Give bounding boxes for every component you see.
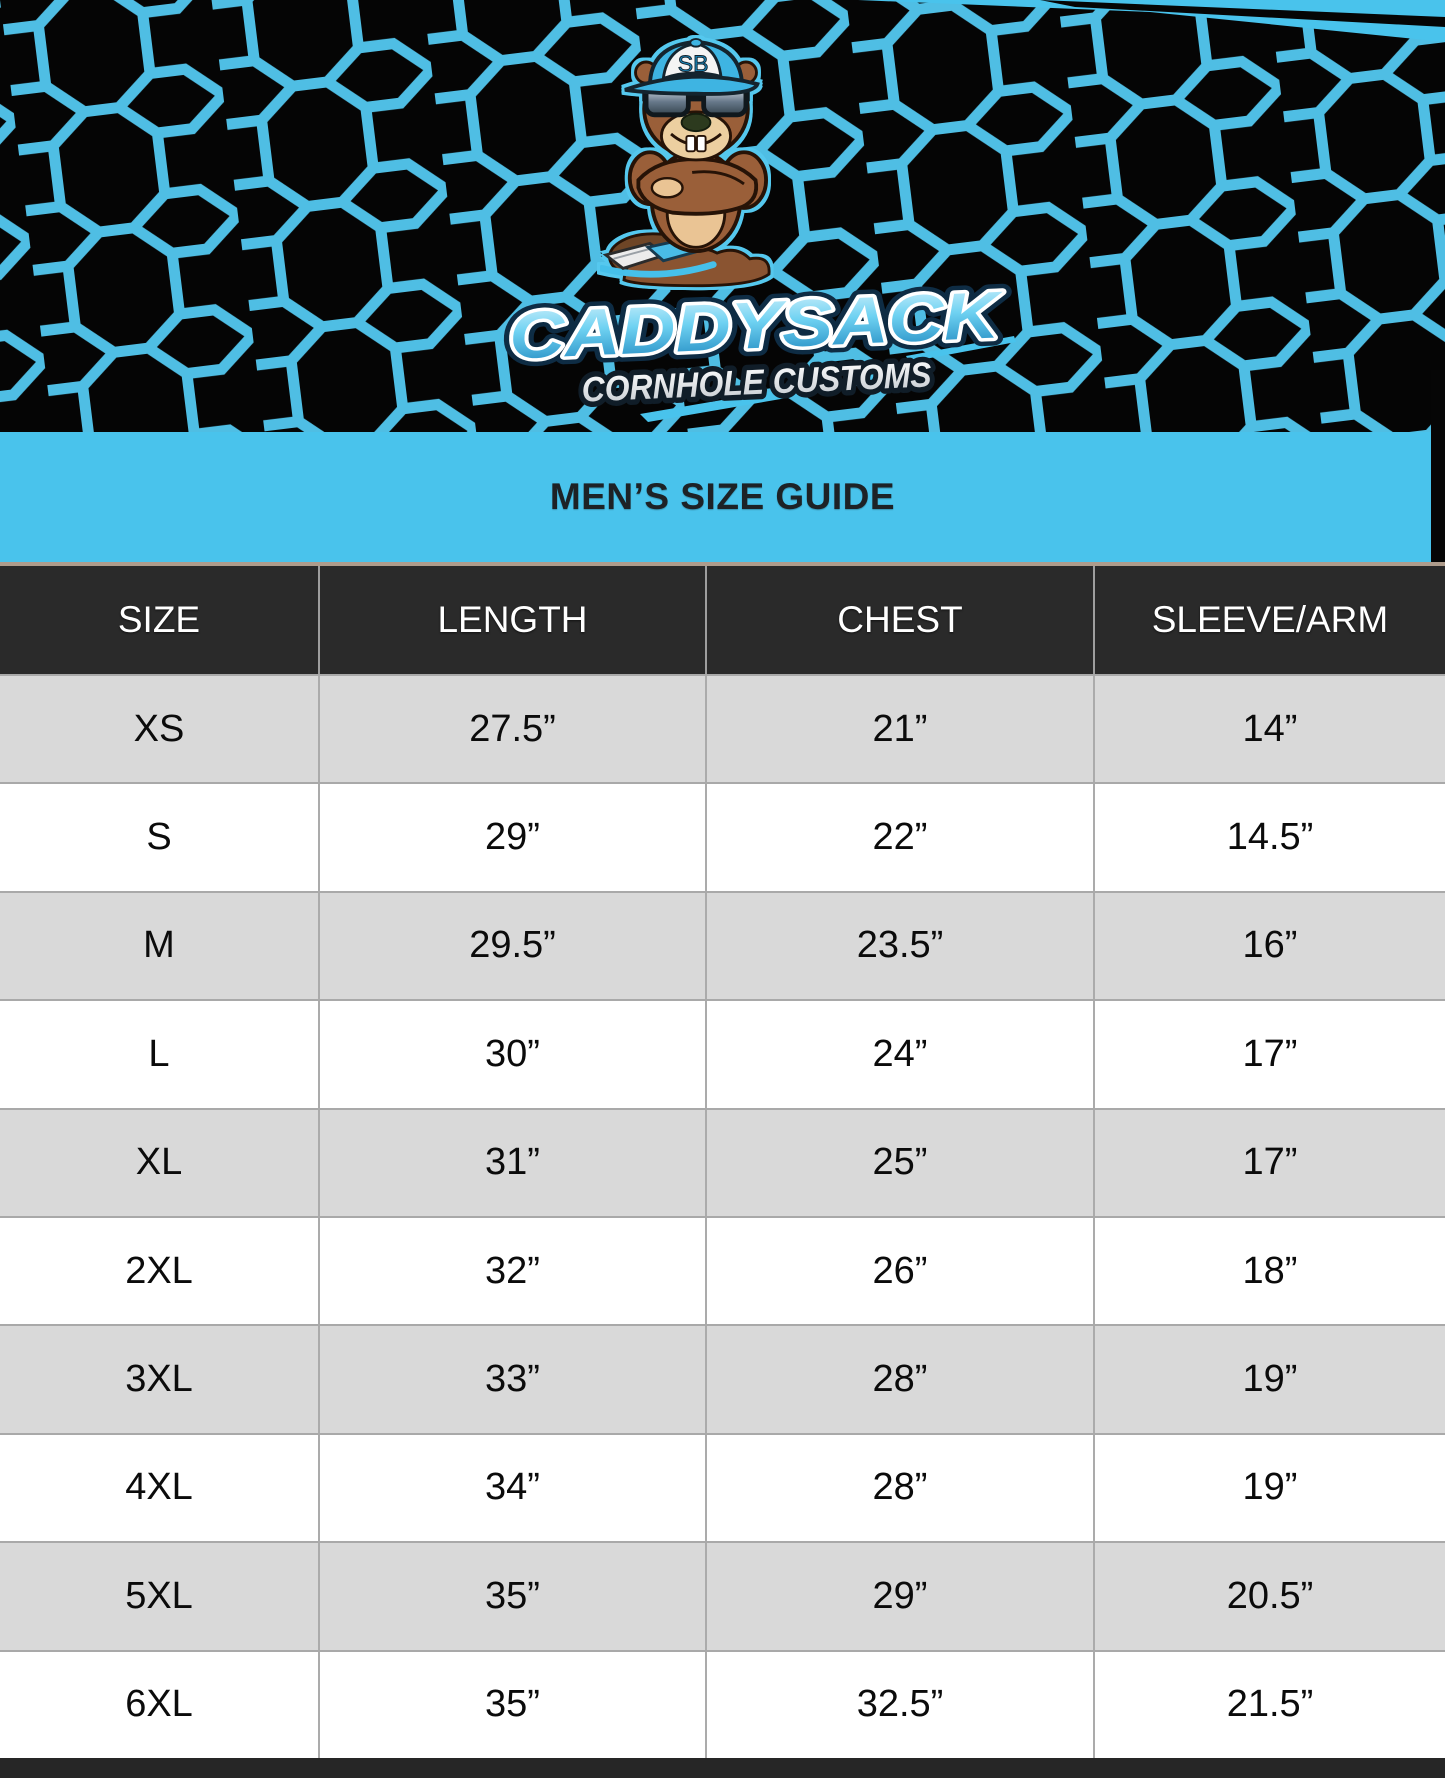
chest-cell: 28” bbox=[707, 1434, 1095, 1542]
size-cell: XS bbox=[0, 676, 320, 783]
sleeve-cell: 14” bbox=[1242, 707, 1298, 750]
brand-banner: SB CADDYSACK CADDYSACK CADDYSACK bbox=[0, 0, 1445, 432]
length-cell: 35” bbox=[320, 1543, 707, 1650]
column-header-size: SIZE bbox=[0, 566, 320, 674]
chest-cell: 29” bbox=[707, 1543, 1095, 1650]
baseball-cap: SB bbox=[624, 37, 760, 96]
sleeve-cell: 14.5” bbox=[1226, 816, 1314, 859]
table-row: XL 31” 25” 17” bbox=[0, 1107, 1445, 1216]
length-cell: 29” bbox=[320, 784, 707, 891]
length-cell: 34” bbox=[320, 1434, 707, 1542]
table-row: 6XL 35” 32.5” 21.5” bbox=[0, 1649, 1445, 1758]
sleeve-cell: 19” bbox=[1242, 1358, 1298, 1401]
table-row: 2XL 32” 26” 18” bbox=[0, 1215, 1445, 1325]
size-cell: XL bbox=[0, 1109, 320, 1216]
chest-cell: 22” bbox=[707, 784, 1095, 891]
beaver-mascot-illustration: SB bbox=[600, 37, 771, 288]
chest-cell: 25” bbox=[707, 1109, 1095, 1216]
sleeve-cell: 19” bbox=[1242, 1466, 1298, 1509]
cyan-swoosh bbox=[600, 261, 717, 278]
column-header-sleeve: SLEEVE/ARM bbox=[1151, 599, 1389, 640]
chest-cell: 24” bbox=[707, 1001, 1095, 1108]
page-title: MEN’S SIZE GUIDE bbox=[549, 476, 896, 517]
beaver-nose bbox=[680, 112, 712, 133]
chest-cell: 26” bbox=[707, 1217, 1095, 1325]
length-cell: 31” bbox=[320, 1109, 707, 1216]
sleeve-cell: 21.5” bbox=[1226, 1683, 1314, 1726]
banner-right-black-sliver bbox=[1431, 370, 1445, 566]
diagonal-accent-slashes bbox=[640, 336, 1016, 422]
size-cell: 3XL bbox=[0, 1326, 320, 1433]
chest-cell: 23.5” bbox=[707, 892, 1095, 1000]
sleeve-cell: 17” bbox=[1242, 1032, 1298, 1075]
band-divider-line bbox=[0, 562, 1445, 566]
size-table: SIZE LENGTH CHEST SLEEVE/ARM XS 27.5” 21… bbox=[0, 566, 1445, 1758]
sleeve-cell: 16” bbox=[1242, 924, 1298, 967]
size-cell: S bbox=[0, 784, 320, 891]
length-cell: 32” bbox=[320, 1217, 707, 1325]
brand-wordmark: CADDYSACK CADDYSACK CADDYSACK CORNHOLE C… bbox=[500, 282, 1014, 412]
table-row: XS 27.5” 21” 14” bbox=[0, 674, 1445, 783]
top-right-cyan-wedge bbox=[858, 0, 1445, 42]
title-band: MEN’S SIZE GUIDE bbox=[0, 432, 1445, 562]
brand-name-text: CADDYSACK bbox=[508, 282, 1006, 373]
chest-cell: 28” bbox=[707, 1326, 1095, 1433]
column-header-length: LENGTH bbox=[320, 566, 707, 674]
size-cell: 4XL bbox=[0, 1434, 320, 1542]
chest-cell: 32.5” bbox=[707, 1651, 1095, 1758]
table-row: 4XL 34” 28” 19” bbox=[0, 1432, 1445, 1542]
brand-tagline-outline: CORNHOLE CUSTOMS bbox=[581, 355, 932, 409]
column-header-chest: CHEST bbox=[707, 566, 1095, 674]
length-cell: 27.5” bbox=[320, 676, 707, 783]
size-cell: L bbox=[0, 1001, 320, 1108]
table-row: S 29” 22” 14.5” bbox=[0, 782, 1445, 891]
sleeve-cell: 18” bbox=[1242, 1249, 1298, 1292]
bottom-dark-bar bbox=[0, 1758, 1445, 1778]
length-cell: 30” bbox=[320, 1001, 707, 1108]
sleeve-cell: 17” bbox=[1242, 1141, 1298, 1184]
table-header-row: SIZE LENGTH CHEST SLEEVE/ARM bbox=[0, 566, 1445, 674]
size-cell: M bbox=[0, 892, 320, 1000]
table-row: M 29.5” 23.5” 16” bbox=[0, 890, 1445, 1000]
length-cell: 29.5” bbox=[320, 892, 707, 1000]
crossed-arms bbox=[627, 150, 768, 216]
sleeve-cell: 20.5” bbox=[1226, 1574, 1314, 1617]
cap-monogram: SB bbox=[678, 51, 709, 77]
size-cell: 6XL bbox=[0, 1651, 320, 1758]
length-cell: 35” bbox=[320, 1651, 707, 1758]
size-cell: 2XL bbox=[0, 1217, 320, 1325]
size-cell: 5XL bbox=[0, 1543, 320, 1650]
table-row: 5XL 35” 29” 20.5” bbox=[0, 1541, 1445, 1650]
table-row: L 30” 24” 17” bbox=[0, 999, 1445, 1108]
length-cell: 33” bbox=[320, 1326, 707, 1433]
table-row: 3XL 33” 28” 19” bbox=[0, 1324, 1445, 1433]
chest-cell: 21” bbox=[707, 676, 1095, 783]
